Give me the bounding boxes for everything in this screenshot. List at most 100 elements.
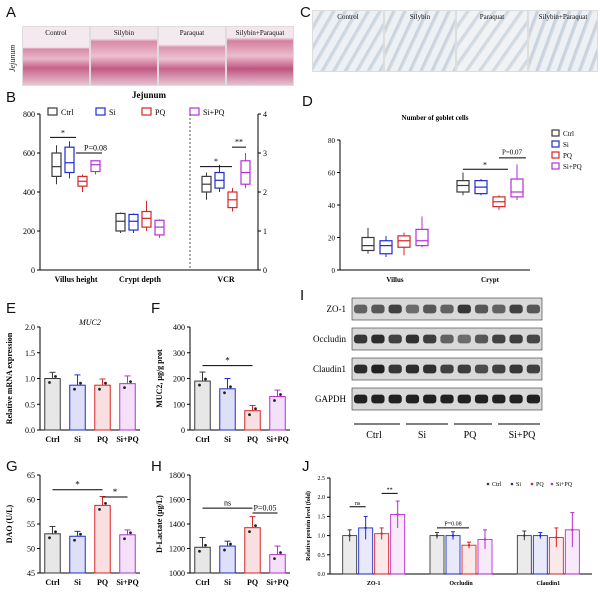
histology-c-label: Silybin <box>409 13 431 21</box>
blot-band <box>354 394 368 404</box>
y-tick-label: 0 <box>31 266 35 275</box>
x-category-label: PQ <box>97 435 108 444</box>
chart-h-d-lactate: D-Lactate (μg/L) 1000 1200 1400 1600 1800 Ctrl… <box>155 471 290 587</box>
data-point <box>79 381 82 385</box>
legend-label: Si <box>563 141 569 149</box>
histology-a-label: Silybin+Paraquat <box>235 29 285 37</box>
y-tick-label: 55 <box>27 520 35 529</box>
box-body <box>51 152 62 177</box>
legend-label: PQ <box>536 482 544 488</box>
data-point <box>48 536 51 540</box>
y-tick-label: 80 <box>328 137 336 145</box>
x-category-label: Si+PQ <box>266 578 288 587</box>
panel-letter-c: C <box>300 4 311 21</box>
blot-group-label: Si <box>418 430 427 441</box>
x-category-label: Si+PQ <box>116 578 138 587</box>
y-tick-label: 1.5 <box>318 514 326 520</box>
chart-title: Jejunum <box>132 90 167 100</box>
blot-band <box>526 394 540 404</box>
blot-band <box>440 304 454 314</box>
y-tick-label: 400 <box>173 323 185 332</box>
sig-label: * <box>113 487 118 497</box>
y-tick-label: 400 <box>23 188 35 197</box>
blot-band <box>509 304 523 314</box>
x-category-label: Crypt depth <box>119 275 162 284</box>
y-tick-label: 1000 <box>169 569 185 578</box>
data-point <box>98 387 101 391</box>
panel-letter-f: F <box>151 300 161 317</box>
legend-label: Ctrl <box>61 108 74 117</box>
blot-band <box>440 334 454 344</box>
bar <box>445 535 461 575</box>
panel-letter-b: B <box>6 89 17 106</box>
x-category-label: Villus <box>386 276 404 284</box>
x-category-label: Si+PQ <box>266 435 288 444</box>
y-tick-label: 1200 <box>169 545 185 554</box>
data-point <box>98 507 101 511</box>
blot-band <box>388 364 402 374</box>
blot-band <box>509 364 523 374</box>
blot-band <box>423 304 437 314</box>
y-tick-label: 100 <box>173 400 185 409</box>
y-tick-label: 50 <box>27 545 35 554</box>
data-point <box>223 548 226 552</box>
blot-band <box>526 304 540 314</box>
legend-swatch <box>551 151 560 159</box>
y-tick-label: 1600 <box>169 496 185 505</box>
blot-band <box>354 334 368 344</box>
box-body <box>379 240 393 255</box>
blot-band <box>457 394 471 404</box>
data-point <box>248 413 251 417</box>
x-category-label: Ctrl <box>195 435 210 444</box>
y-tick-label: 200 <box>23 227 35 236</box>
data-point <box>279 551 282 555</box>
blot-band <box>509 394 523 404</box>
blot-band <box>388 394 402 404</box>
y-tick-label: 2.0 <box>25 323 35 332</box>
blot-band <box>457 334 471 344</box>
y-tick-label: 2.0 <box>318 495 326 501</box>
y-tick-label: 40 <box>328 202 336 210</box>
histology-a-paraquat: Paraquat <box>158 26 226 86</box>
bar <box>244 527 261 574</box>
y-tick-label: 2.5 <box>318 476 326 482</box>
data-point <box>273 399 276 402</box>
chart-e-muc2-mrna: MUC2 Relative mRNA expression 0.0 0.5 1.0 1.5… <box>5 318 140 444</box>
bar <box>194 380 211 431</box>
y-tick-label-right: 2 <box>263 188 267 197</box>
y-tick-label: 1.0 <box>318 534 326 540</box>
bar <box>374 533 390 575</box>
data-point <box>254 407 257 411</box>
bar <box>461 544 477 575</box>
legend-swatch <box>95 107 106 116</box>
x-category-label: Villus height <box>54 275 97 284</box>
y-tick-label: 1800 <box>169 471 185 480</box>
bar <box>119 534 136 574</box>
box-body <box>456 180 470 193</box>
x-category-label: Si+PQ <box>116 435 138 444</box>
y-tick-label: 0.0 <box>318 572 326 578</box>
histology-c-label: Silybin+Paraquat <box>538 13 588 21</box>
blot-band <box>405 394 420 404</box>
blot-band <box>388 304 402 314</box>
y-tick-label: 0.0 <box>25 426 35 435</box>
histology-c-silybin-paraquat: Silybin+Paraquat <box>528 10 598 72</box>
data-point <box>229 385 232 389</box>
legend-swatch <box>47 107 58 116</box>
sig-label: ** <box>387 487 393 493</box>
blot-band <box>457 304 471 314</box>
blot-band <box>474 334 489 344</box>
x-category-label: Claudin1 <box>536 581 560 587</box>
histology-a-silybin: Silybin <box>90 26 158 86</box>
sig-label: ns <box>355 501 361 507</box>
histology-a-silybin-paraquat: Silybin+Paraquat <box>226 26 294 86</box>
legend-label: PQ <box>155 108 165 117</box>
legend-label: Ctrl <box>563 130 574 138</box>
y-tick-label: 800 <box>23 110 35 119</box>
chart-title: Number of goblet cells <box>402 114 469 122</box>
data-point <box>229 542 232 546</box>
data-point <box>204 377 207 381</box>
blot-band-label: Occludin <box>313 334 346 344</box>
sig-label: ns <box>224 499 231 508</box>
sig-label: * <box>225 356 230 366</box>
